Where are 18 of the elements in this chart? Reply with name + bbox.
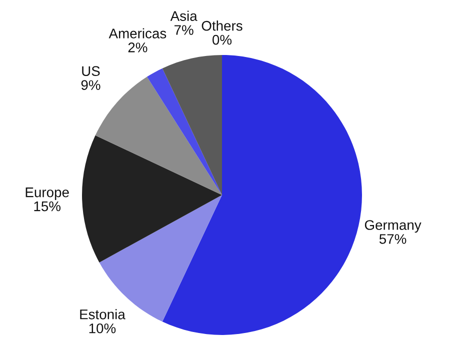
data-label: 57%	[379, 234, 406, 244]
data-label: 15%	[34, 201, 60, 212]
slice-label: US	[82, 66, 100, 76]
data-label: 10%	[89, 323, 116, 334]
slice-label: Americas	[108, 28, 166, 38]
slice-label: Germany	[364, 220, 422, 233]
data-label: 2%	[128, 42, 148, 52]
slice-label: Estonia	[80, 309, 126, 320]
slice-label: Asia	[170, 10, 198, 21]
pie-slice	[82, 135, 222, 262]
data-label: 9%	[81, 80, 100, 90]
data-label: 7%	[174, 25, 194, 35]
text: 0%	[212, 34, 232, 45]
slice-label: Europe	[26, 188, 69, 200]
pie-slice	[162, 55, 362, 335]
pie-slice	[162, 55, 222, 195]
category-label: Others	[202, 20, 242, 31]
pie-slice	[146, 68, 222, 195]
